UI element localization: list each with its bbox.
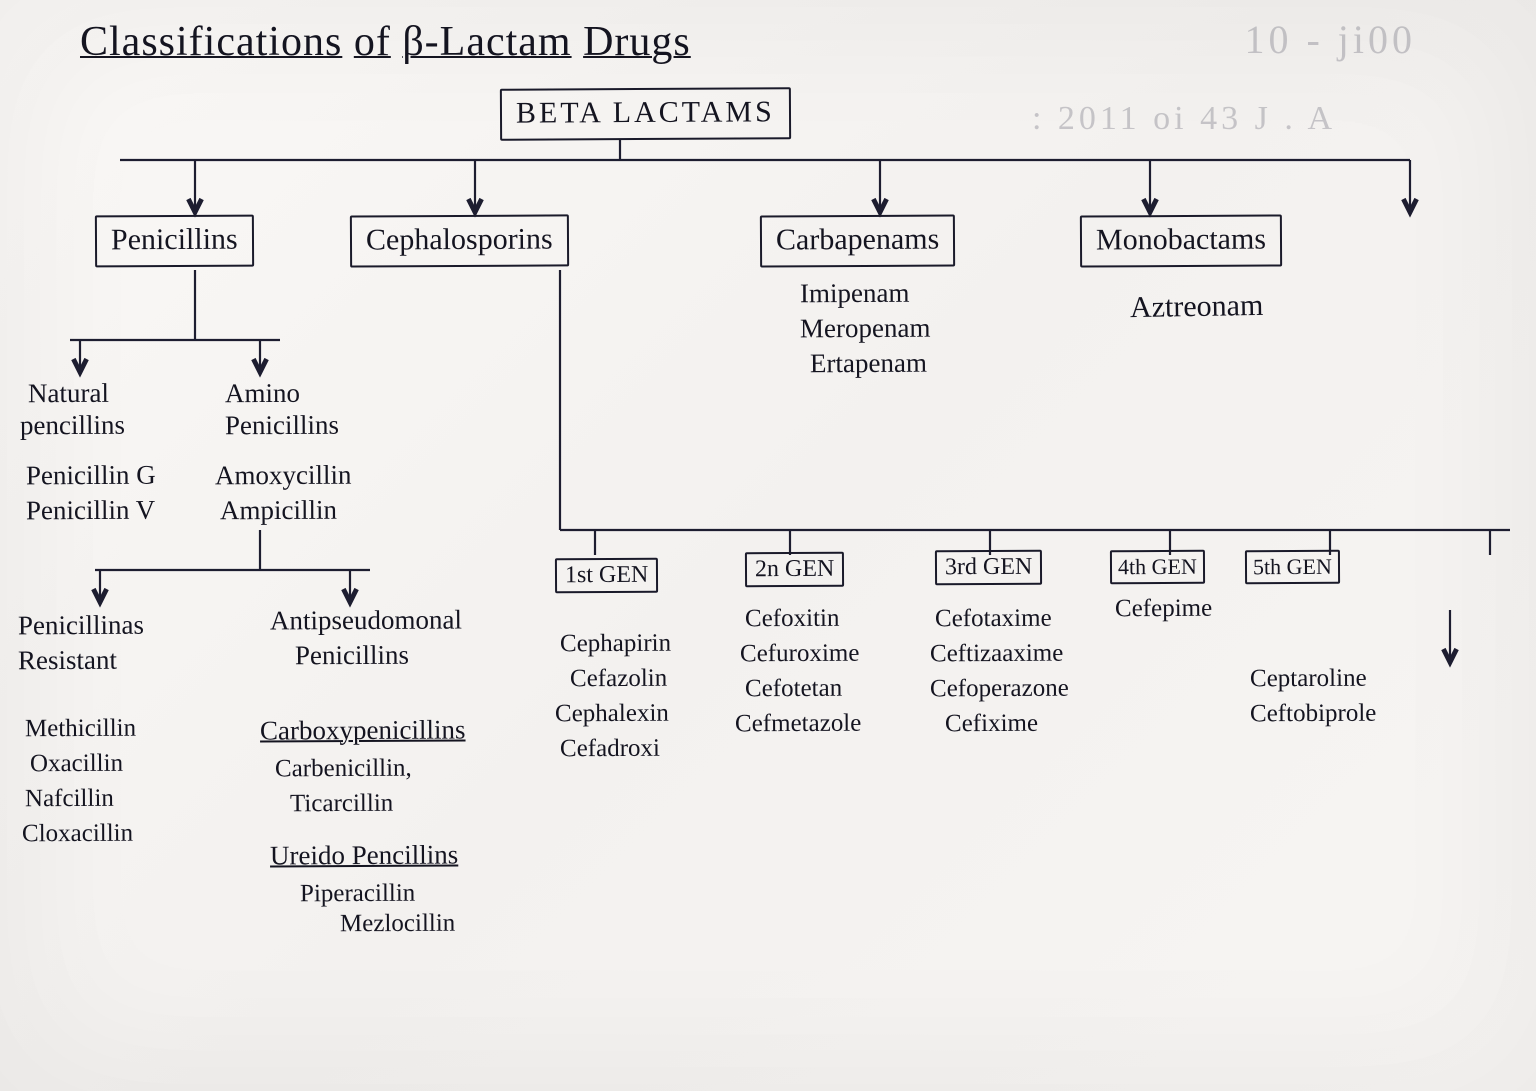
carboxy-header: Carboxypenicillins [260, 714, 466, 746]
gen3-node: 3rd GEN [935, 550, 1043, 586]
title-word: β-Lactam [402, 19, 571, 65]
title-word: Drugs [583, 19, 691, 65]
gen1-item: Cephalexin [555, 700, 669, 729]
ureido-header: Ureido Pencillins [270, 840, 458, 872]
antipseudo-header: Antipseudomonal [270, 604, 462, 636]
gen3-item: Cefoperazone [930, 675, 1069, 704]
natural-penicillins-header: Natural [28, 378, 109, 409]
gen3-label: 3rd GEN [935, 550, 1043, 586]
antipseudo-header2: Penicillins [295, 640, 409, 672]
carboxy-item: Carbenicillin, [275, 755, 412, 784]
ureido-item: Mezlocillin [340, 910, 455, 939]
resistant-item: Oxacillin [30, 750, 123, 778]
amino-item: Amoxycillin [215, 460, 352, 492]
gen2-node: 2n GEN [745, 552, 845, 588]
bleed-through-text-2: : 2011 oi 43 J . A [1032, 100, 1336, 138]
gen2-item: Cefmetazole [735, 710, 861, 739]
monobactam-item: Aztreonam [1130, 289, 1264, 325]
diagram-page: 10 - ji00 : 2011 oi 43 J . A Classificat… [0, 0, 1536, 1091]
amino-header2: Penicillins [225, 410, 339, 442]
carbapenam-item: Meropenam [800, 313, 931, 345]
root-node: BETA LACTAMS [500, 87, 791, 141]
resistant-item: Cloxacillin [22, 820, 133, 849]
natural-item: Penicillin V [26, 495, 155, 527]
gen2-item: Cefoxitin [745, 605, 840, 633]
cephalosporins-label: Cephalosporins [350, 214, 569, 267]
carbapenam-item: Imipenam [800, 278, 910, 310]
resistant-header: Penicillinas [18, 610, 144, 642]
gen4-label: 4th GEN [1110, 550, 1205, 584]
gen2-item: Cefuroxime [740, 640, 860, 669]
root-label: BETA LACTAMS [500, 87, 791, 141]
gen1-item: Cephapirin [560, 630, 671, 659]
penicillins-node: Penicillins [95, 215, 254, 268]
amino-item: Ampicillin [220, 495, 337, 527]
gen5-node: 5th GEN [1245, 550, 1340, 584]
carbapenams-node: Carbapenams [760, 214, 956, 267]
natural-penicillins-header2: pencillins [20, 410, 125, 442]
page-title: Classifications of β-Lactam Drugs [80, 18, 691, 66]
gen1-label: 1st GEN [555, 558, 659, 594]
gen2-item: Cefotetan [745, 675, 842, 704]
ureido-item: Piperacillin [300, 880, 415, 909]
monobactams-node: Monobactams [1080, 214, 1282, 267]
gen3-item: Cefixime [945, 710, 1038, 738]
resistant-item: Methicillin [25, 715, 136, 744]
gen1-item: Cefazolin [570, 665, 667, 694]
amino-header: Amino [225, 378, 300, 409]
carboxy-item: Ticarcillin [290, 790, 393, 819]
gen1-item: Cefadroxi [560, 735, 660, 764]
gen3-item: Ceftizaaxime [930, 640, 1063, 669]
gen5-item: Ceptaroline [1250, 665, 1367, 694]
title-word: Classifications [80, 19, 342, 65]
gen5-item: Ceftobiprole [1250, 700, 1377, 729]
penicillins-label: Penicillins [95, 215, 254, 268]
monobactams-label: Monobactams [1080, 214, 1282, 267]
cephalosporins-node: Cephalosporins [350, 214, 569, 267]
gen4-item: Cefepime [1115, 595, 1212, 624]
carbapenams-label: Carbapenams [760, 214, 956, 267]
gen5-label: 5th GEN [1245, 550, 1340, 584]
title-word: of [354, 19, 391, 65]
resistant-header2: Resistant [18, 645, 117, 677]
gen4-node: 4th GEN [1110, 550, 1205, 584]
gen3-item: Cefotaxime [935, 605, 1052, 634]
gen1-node: 1st GEN [555, 558, 659, 594]
vignette [0, 0, 1536, 1091]
gen2-label: 2n GEN [745, 552, 845, 588]
natural-item: Penicillin G [26, 460, 156, 492]
carbapenam-item: Ertapenam [810, 348, 927, 380]
connectors [0, 0, 1536, 1091]
bleed-through-text: 10 - ji00 [1244, 16, 1416, 63]
resistant-item: Nafcillin [25, 785, 114, 813]
